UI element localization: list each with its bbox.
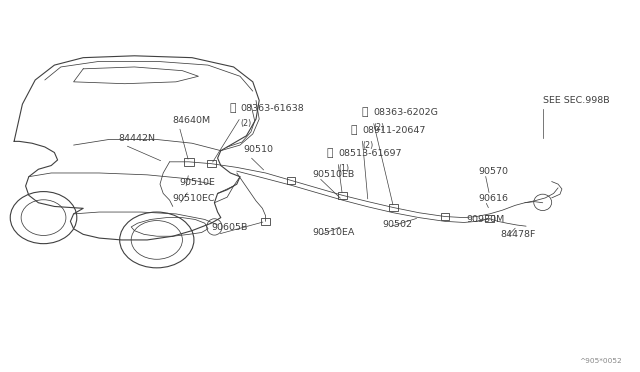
- Text: 90570: 90570: [479, 167, 509, 176]
- Text: 90510EA: 90510EA: [312, 228, 355, 237]
- Text: (2): (2): [373, 123, 385, 132]
- Text: (1): (1): [338, 164, 349, 173]
- Text: Ⓢ: Ⓢ: [326, 148, 333, 158]
- Text: ^905*0052: ^905*0052: [579, 358, 622, 364]
- Text: 08363-6202G: 08363-6202G: [373, 108, 438, 117]
- Text: SEE SEC.998B: SEE SEC.998B: [543, 96, 609, 105]
- Text: 90510E: 90510E: [179, 178, 215, 187]
- Text: Ⓢ: Ⓢ: [229, 103, 236, 113]
- Text: 90930M: 90930M: [466, 215, 504, 224]
- Text: 08363-61638: 08363-61638: [241, 105, 305, 113]
- Text: (2): (2): [241, 119, 252, 128]
- Text: 90616: 90616: [479, 194, 509, 203]
- Text: 84442N: 84442N: [118, 134, 156, 143]
- Text: 90510EB: 90510EB: [312, 170, 355, 179]
- Text: 84478F: 84478F: [500, 230, 536, 239]
- Text: 08513-61697: 08513-61697: [338, 149, 401, 158]
- Text: 90605B: 90605B: [211, 224, 248, 232]
- Text: 90502: 90502: [383, 220, 413, 229]
- Text: Ⓝ: Ⓝ: [351, 125, 357, 135]
- Text: (2): (2): [362, 141, 374, 150]
- Text: Ⓢ: Ⓢ: [362, 107, 368, 117]
- Text: 90510: 90510: [243, 145, 273, 154]
- Text: 84640M: 84640M: [173, 116, 211, 125]
- Text: 08911-20647: 08911-20647: [362, 126, 426, 135]
- Text: 90510EC: 90510EC: [173, 194, 215, 203]
